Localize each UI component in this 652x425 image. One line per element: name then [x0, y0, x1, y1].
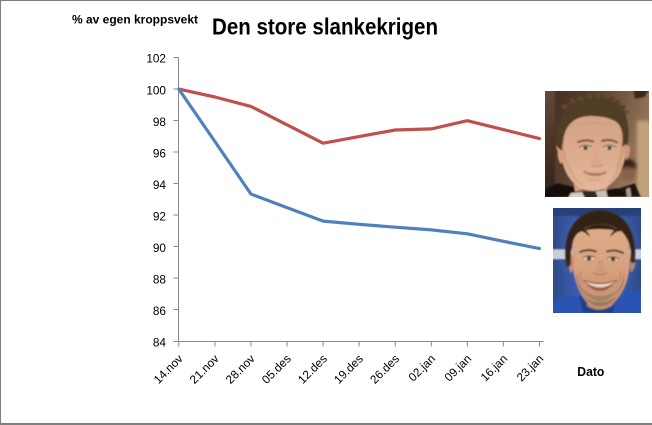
svg-text:100: 100	[146, 83, 166, 97]
svg-text:88: 88	[153, 272, 167, 286]
svg-text:% av egen kroppsvekt: % av egen kroppsvekt	[72, 12, 198, 26]
svg-text:21.nov: 21.nov	[187, 352, 222, 387]
svg-text:19.des: 19.des	[331, 352, 366, 387]
svg-text:16.jan: 16.jan	[478, 352, 511, 385]
svg-text:12.des: 12.des	[295, 352, 330, 387]
svg-text:14.nov: 14.nov	[151, 352, 186, 387]
svg-text:102: 102	[146, 52, 166, 66]
svg-text:26.des: 26.des	[367, 352, 402, 387]
svg-text:28.nov: 28.nov	[223, 352, 258, 387]
svg-text:86: 86	[153, 304, 167, 318]
svg-text:Den store slankekrigen: Den store slankekrigen	[212, 13, 438, 39]
svg-text:92: 92	[153, 209, 166, 223]
svg-text:96: 96	[153, 146, 167, 160]
svg-text:90: 90	[153, 241, 167, 255]
svg-text:05.des: 05.des	[259, 352, 294, 387]
svg-text:23.jan: 23.jan	[514, 352, 547, 385]
svg-text:02.jan: 02.jan	[405, 352, 438, 385]
svg-text:09.jan: 09.jan	[441, 352, 474, 385]
svg-text:84: 84	[153, 335, 167, 349]
svg-text:Dato: Dato	[577, 365, 604, 379]
svg-text:94: 94	[153, 178, 167, 192]
svg-text:98: 98	[153, 115, 167, 129]
